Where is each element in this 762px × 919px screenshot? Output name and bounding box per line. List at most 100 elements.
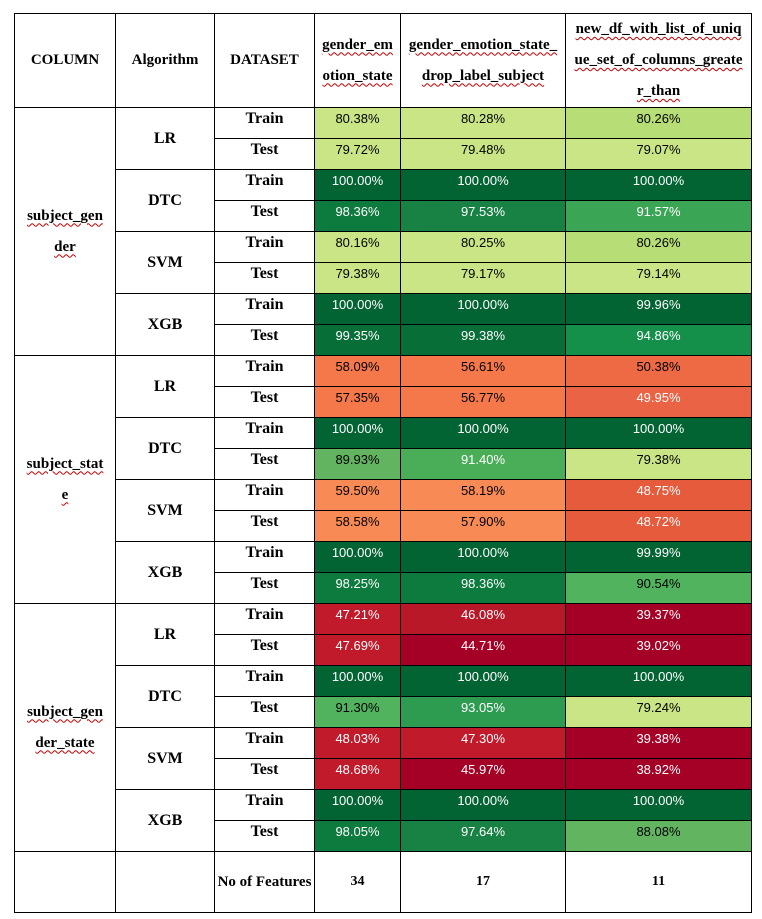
dataset-cell: Train: [214, 293, 315, 325]
accuracy-cell: 100.00%: [565, 169, 752, 201]
features-count-3: 11: [565, 851, 752, 913]
header-feature-set-2: gender_emotion_state_drop_label_subject: [400, 13, 566, 108]
accuracy-cell: 100.00%: [565, 665, 752, 697]
accuracy-cell: 97.64%: [400, 820, 566, 852]
dataset-cell: Train: [214, 727, 315, 759]
accuracy-cell: 91.30%: [314, 696, 401, 728]
algorithm-cell: XGB: [115, 789, 215, 852]
accuracy-cell: 80.16%: [314, 231, 401, 263]
table-row: DTC Train 100.00% 100.00% 100.00%: [15, 665, 752, 728]
accuracy-cell: 100.00%: [314, 169, 401, 201]
table-row: Test 89.93% 91.40% 79.38%: [15, 448, 752, 480]
accuracy-cell: 44.71%: [400, 634, 566, 666]
accuracy-cell: 79.38%: [565, 448, 752, 480]
accuracy-cell: 93.05%: [400, 696, 566, 728]
accuracy-cell: 100.00%: [400, 169, 566, 201]
accuracy-cell: 39.38%: [565, 727, 752, 759]
accuracy-cell: 100.00%: [400, 417, 566, 449]
accuracy-cell: 58.09%: [314, 355, 401, 387]
algorithm-cell: LR: [115, 355, 215, 418]
dataset-cell: Test: [214, 448, 315, 480]
accuracy-cell: 90.54%: [565, 572, 752, 604]
accuracy-cell: 56.77%: [400, 386, 566, 418]
footer-empty-algorithm: [115, 851, 215, 913]
accuracy-cell: 100.00%: [400, 293, 566, 325]
accuracy-cell: 48.68%: [314, 758, 401, 790]
accuracy-cell: 100.00%: [565, 789, 752, 821]
accuracy-cell: 79.24%: [565, 696, 752, 728]
accuracy-cell: 56.61%: [400, 355, 566, 387]
accuracy-cell: 100.00%: [314, 417, 401, 449]
accuracy-cell: 79.07%: [565, 138, 752, 170]
algorithm-cell: XGB: [115, 293, 215, 356]
accuracy-cell: 47.69%: [314, 634, 401, 666]
accuracy-cell: 58.58%: [314, 510, 401, 542]
dataset-cell: Train: [214, 603, 315, 635]
accuracy-cell: 57.90%: [400, 510, 566, 542]
accuracy-cell: 49.95%: [565, 386, 752, 418]
dataset-cell: Test: [214, 138, 315, 170]
accuracy-cell: 38.92%: [565, 758, 752, 790]
dataset-cell: Train: [214, 479, 315, 511]
accuracy-cell: 39.37%: [565, 603, 752, 635]
accuracy-cell: 99.35%: [314, 324, 401, 356]
accuracy-cell: 100.00%: [314, 789, 401, 821]
accuracy-cell: 47.30%: [400, 727, 566, 759]
accuracy-cell: 80.26%: [565, 231, 752, 263]
dataset-cell: Train: [214, 789, 315, 821]
table-row: subject_gender LR Train 80.38% 80.28% 80.26%: [14, 107, 752, 356]
column-name-cell: subject_gender: [14, 107, 116, 356]
dataset-cell: Train: [214, 169, 315, 201]
header-row: COLUMN Algorithm DATASET gender_emotion_…: [14, 13, 752, 108]
results-table: COLUMN Algorithm DATASET gender_emotion_…: [14, 13, 752, 913]
accuracy-cell: 99.99%: [565, 541, 752, 573]
algorithm-cell: DTC: [115, 417, 215, 480]
accuracy-cell: 91.40%: [400, 448, 566, 480]
accuracy-cell: 89.93%: [314, 448, 401, 480]
accuracy-cell: 48.03%: [314, 727, 401, 759]
dataset-cell: Train: [214, 355, 315, 387]
accuracy-cell: 98.25%: [314, 572, 401, 604]
table-row: Test 98.36% 97.53% 91.57%: [15, 200, 752, 232]
table-row: Test 47.69% 44.71% 39.02%: [15, 634, 752, 666]
dataset-cell: Test: [214, 572, 315, 604]
table-row: XGB Train 100.00% 100.00% 100.00%: [15, 789, 752, 852]
features-count-2: 17: [400, 851, 566, 913]
table-row: Test 91.30% 93.05% 79.24%: [15, 696, 752, 728]
table-body: subject_gender LR Train 80.38% 80.28% 80.26% T…: [14, 107, 752, 852]
features-label: No of Features: [214, 851, 315, 913]
accuracy-cell: 79.17%: [400, 262, 566, 294]
table-row: DTC Train 100.00% 100.00% 100.00%: [15, 417, 752, 480]
table-row: Test 57.35% 56.77% 49.95%: [15, 386, 752, 418]
accuracy-cell: 97.53%: [400, 200, 566, 232]
table-row: XGB Train 100.00% 100.00% 99.96%: [15, 293, 752, 356]
dataset-cell: Test: [214, 386, 315, 418]
accuracy-cell: 98.05%: [314, 820, 401, 852]
algorithm-cell: SVM: [115, 479, 215, 542]
table-row: Test 98.25% 98.36% 90.54%: [15, 572, 752, 604]
accuracy-cell: 58.19%: [400, 479, 566, 511]
dataset-cell: Train: [214, 665, 315, 697]
accuracy-cell: 50.38%: [565, 355, 752, 387]
accuracy-cell: 39.02%: [565, 634, 752, 666]
accuracy-cell: 80.26%: [565, 107, 752, 139]
accuracy-cell: 80.25%: [400, 231, 566, 263]
dataset-cell: Train: [214, 231, 315, 263]
dataset-cell: Test: [214, 262, 315, 294]
accuracy-cell: 80.38%: [314, 107, 401, 139]
accuracy-cell: 100.00%: [314, 665, 401, 697]
accuracy-cell: 94.86%: [565, 324, 752, 356]
accuracy-cell: 99.38%: [400, 324, 566, 356]
accuracy-cell: 48.72%: [565, 510, 752, 542]
dataset-cell: Test: [214, 324, 315, 356]
header-column: COLUMN: [14, 13, 116, 108]
dataset-cell: Test: [214, 200, 315, 232]
algorithm-cell: XGB: [115, 541, 215, 604]
accuracy-cell: 79.72%: [314, 138, 401, 170]
accuracy-cell: 98.36%: [314, 200, 401, 232]
accuracy-cell: 79.38%: [314, 262, 401, 294]
accuracy-cell: 79.14%: [565, 262, 752, 294]
table-row: SVM Train 59.50% 58.19% 48.75%: [15, 479, 752, 542]
column-name-cell: subject_gender_state: [14, 603, 116, 852]
dataset-cell: Test: [214, 758, 315, 790]
